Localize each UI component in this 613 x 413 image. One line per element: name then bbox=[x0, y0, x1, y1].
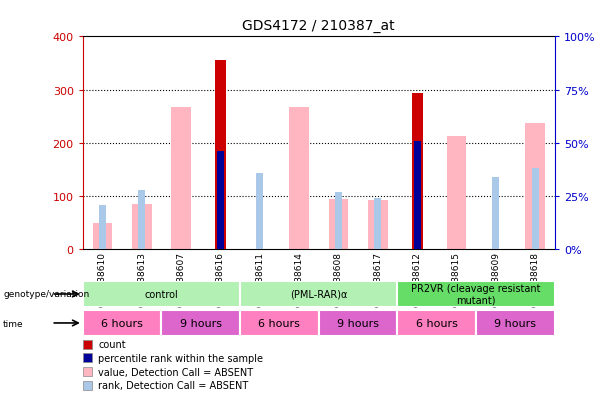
Bar bbox=[525, 123, 545, 250]
Text: control: control bbox=[145, 289, 178, 299]
Bar bbox=[531, 169, 539, 250]
Bar bbox=[240, 310, 319, 337]
Bar bbox=[329, 199, 348, 250]
Text: time: time bbox=[3, 319, 24, 328]
Text: rank, Detection Call = ABSENT: rank, Detection Call = ABSENT bbox=[98, 380, 248, 390]
Bar bbox=[476, 310, 555, 337]
Text: 6 hours: 6 hours bbox=[416, 318, 458, 328]
Bar bbox=[93, 223, 112, 250]
Bar bbox=[83, 281, 240, 308]
Bar bbox=[132, 205, 151, 250]
Bar bbox=[289, 107, 309, 250]
Text: (PML-RAR)α: (PML-RAR)α bbox=[290, 289, 348, 299]
Bar bbox=[492, 178, 500, 250]
Text: value, Detection Call = ABSENT: value, Detection Call = ABSENT bbox=[98, 367, 253, 377]
Text: PR2VR (cleavage resistant
mutant): PR2VR (cleavage resistant mutant) bbox=[411, 283, 541, 305]
Text: percentile rank within the sample: percentile rank within the sample bbox=[98, 353, 263, 363]
Text: 6 hours: 6 hours bbox=[259, 318, 300, 328]
Bar bbox=[411, 94, 422, 250]
Bar bbox=[447, 137, 466, 250]
Bar bbox=[319, 310, 397, 337]
Bar bbox=[397, 281, 555, 308]
Bar bbox=[215, 61, 226, 250]
Bar bbox=[217, 152, 224, 250]
Text: 9 hours: 9 hours bbox=[495, 318, 536, 328]
Bar bbox=[161, 310, 240, 337]
Bar bbox=[368, 201, 387, 250]
Text: 9 hours: 9 hours bbox=[337, 318, 379, 328]
Bar bbox=[397, 310, 476, 337]
Bar bbox=[335, 192, 342, 250]
Bar bbox=[374, 199, 381, 250]
Text: genotype/variation: genotype/variation bbox=[3, 290, 89, 299]
Title: GDS4172 / 210387_at: GDS4172 / 210387_at bbox=[243, 19, 395, 33]
Bar bbox=[83, 310, 161, 337]
Text: 6 hours: 6 hours bbox=[101, 318, 143, 328]
Bar bbox=[256, 173, 264, 250]
Bar bbox=[99, 205, 106, 250]
Text: 9 hours: 9 hours bbox=[180, 318, 222, 328]
Bar bbox=[414, 141, 421, 250]
Bar bbox=[138, 190, 145, 250]
Text: count: count bbox=[98, 339, 126, 349]
Bar bbox=[171, 107, 191, 250]
Bar bbox=[240, 281, 397, 308]
